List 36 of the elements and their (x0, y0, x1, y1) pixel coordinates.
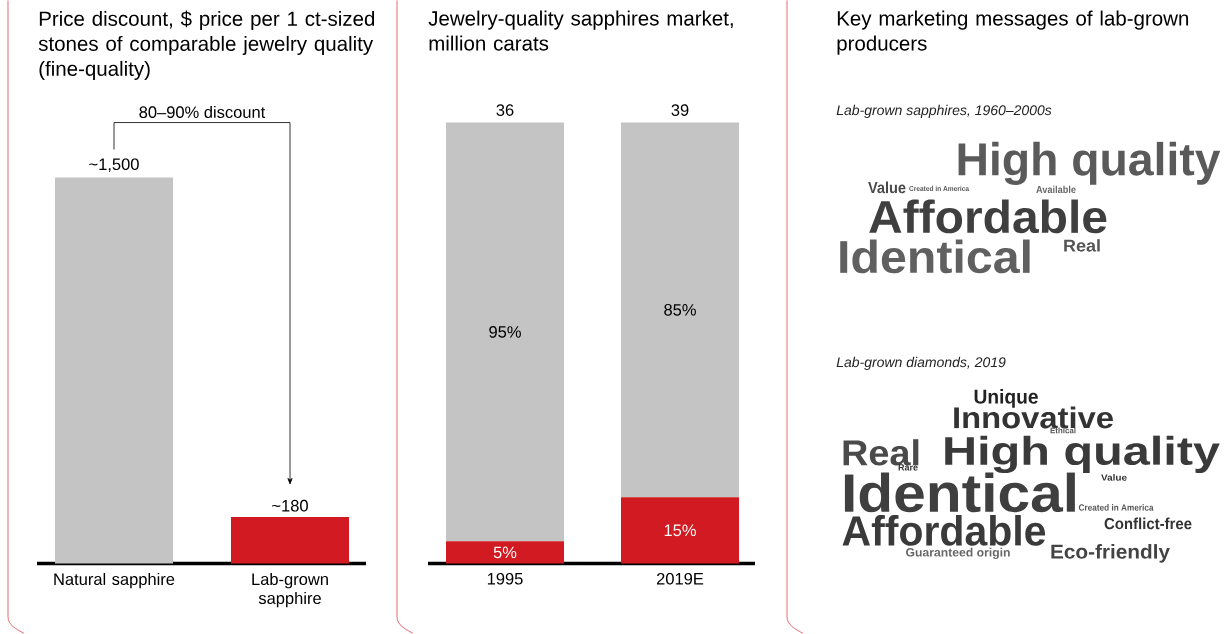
text: Real (843, 439, 919, 466)
text: Guaranteed origin (906, 547, 1010, 560)
text: Available (1036, 185, 1076, 194)
x-tick-label: 1995 (487, 573, 523, 585)
x-tick-label: Natural sapphire (54, 573, 175, 589)
data-label: 95% (489, 326, 521, 338)
x-tick-label: 2019E (656, 573, 704, 585)
text: Ethical (1050, 427, 1076, 434)
text: Innovative (954, 406, 1113, 429)
text: Real (1064, 239, 1100, 252)
chart-title: Price discount, $ price per 1 ct-sized stones of comparable jewelry quality (fine-quality) (38, 10, 375, 81)
text: Conflict-free (1104, 517, 1192, 530)
text: 80–90% discount (139, 106, 266, 119)
text: Unique (974, 389, 1038, 408)
text: High quality (945, 435, 1220, 474)
x-tick-label: Lab-grown sapphire (252, 573, 328, 608)
text: Eco-friendly (1051, 544, 1170, 563)
text: Identical (840, 239, 1030, 274)
chart-title: Jewelry-quality sapphires market, million carats (428, 10, 733, 51)
text: Value (1101, 474, 1127, 481)
text: Key marketing messages of lab-grown producers (837, 10, 1189, 55)
annotation: 39 (671, 104, 689, 116)
text: High quality (958, 141, 1221, 186)
text: Lab-grown sapphires, 1960–2000s (836, 104, 1052, 119)
text: Affordable (869, 199, 1107, 234)
data-label: 15% (664, 524, 696, 537)
data-label: 85% (664, 304, 696, 316)
data-label: ~180 (272, 499, 308, 512)
data-label: ~1,500 (89, 158, 139, 173)
text: Lab-grown diamonds, 2019 (836, 356, 1006, 371)
annotation: 36 (496, 104, 514, 116)
text: Rare (898, 464, 918, 471)
text: Created in America (1078, 504, 1154, 511)
text: Value (868, 181, 906, 194)
text: Affordable (842, 515, 1046, 546)
data-label: 5% (493, 546, 517, 559)
